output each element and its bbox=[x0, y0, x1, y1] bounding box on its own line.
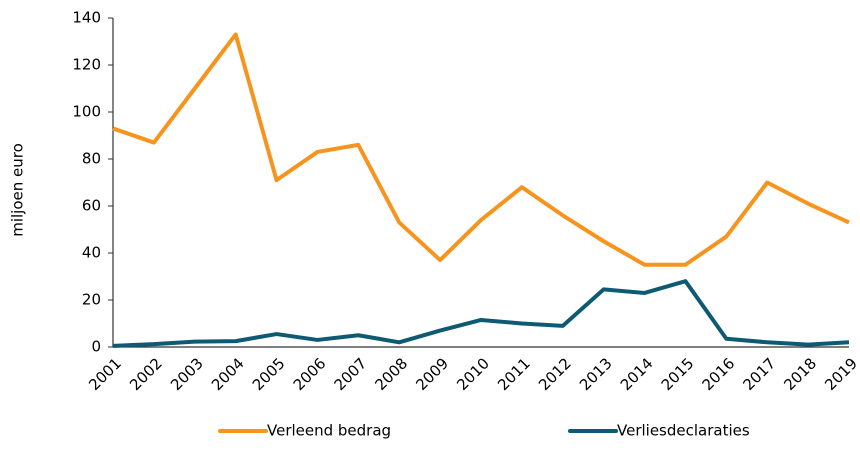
x-tick-label: 2013 bbox=[576, 354, 616, 394]
x-tick-label: 2014 bbox=[617, 354, 657, 394]
y-tick-label: 100 bbox=[72, 103, 101, 121]
y-tick-label: 40 bbox=[82, 244, 101, 262]
x-tick-label: 2006 bbox=[290, 354, 330, 394]
x-tick-label: 2008 bbox=[372, 354, 412, 394]
series-line bbox=[112, 279, 850, 348]
x-tick-label: 2011 bbox=[494, 354, 534, 394]
x-tick-label: 2004 bbox=[208, 354, 248, 394]
y-tick-label: 140 bbox=[72, 9, 101, 27]
x-tick-label: 2016 bbox=[699, 354, 739, 394]
legend-label: Verleend bedrag bbox=[267, 422, 391, 440]
y-tick-label: 80 bbox=[82, 150, 101, 168]
x-tick-label: 2009 bbox=[412, 354, 452, 394]
x-tick-label: 2018 bbox=[780, 354, 820, 394]
x-tick-label: 2019 bbox=[821, 354, 860, 394]
y-axis-label: miljoen euro bbox=[9, 143, 27, 237]
x-tick-label: 2007 bbox=[331, 354, 371, 394]
x-tick-label: 2002 bbox=[126, 354, 166, 394]
x-tick-label: 2003 bbox=[167, 354, 207, 394]
x-tick-label: 2010 bbox=[453, 354, 493, 394]
y-tick-label: 120 bbox=[72, 56, 101, 74]
y-tick-label: 60 bbox=[82, 197, 101, 215]
y-tick-label: 20 bbox=[82, 291, 101, 309]
x-tick-label: 2012 bbox=[535, 354, 575, 394]
legend-label: Verliesdeclaraties bbox=[617, 422, 750, 440]
x-tick-label: 2015 bbox=[658, 354, 698, 394]
series-line bbox=[112, 32, 850, 267]
x-tick-label: 2017 bbox=[740, 354, 780, 394]
y-tick-label: 0 bbox=[91, 338, 101, 356]
x-tick-label: 2005 bbox=[249, 354, 289, 394]
x-tick-label: 2001 bbox=[85, 354, 125, 394]
